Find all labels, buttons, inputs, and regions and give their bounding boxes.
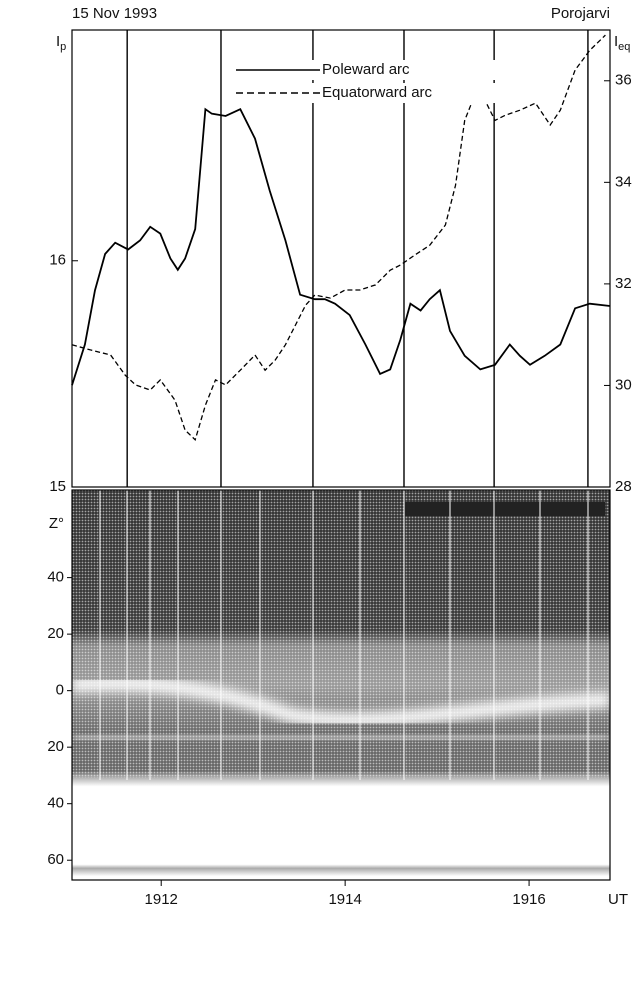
- x-axis-label: UT: [608, 891, 628, 908]
- y-tick-label: 20: [47, 625, 64, 642]
- y2-tick-label: 32: [615, 275, 632, 292]
- series-line: [71, 107, 611, 386]
- y-axis-label: Z°: [49, 515, 64, 532]
- y2-tick-label: 30: [615, 376, 632, 393]
- legend-bg: [232, 60, 532, 80]
- label-main: I: [614, 33, 618, 50]
- x-tick-label: 1914: [328, 891, 361, 908]
- y-tick-label: 20: [47, 738, 64, 755]
- series-line: [71, 34, 606, 442]
- label-sub: p: [60, 41, 66, 53]
- x-tick-label: 1912: [145, 891, 178, 908]
- label-box: [405, 502, 605, 516]
- y-tick-label: 60: [47, 851, 64, 868]
- station-name: Porojarvi: [551, 5, 610, 22]
- left-axis-label: Ip: [56, 33, 66, 53]
- label-sub: eq: [618, 41, 630, 53]
- x-tick-label: 1916: [512, 891, 545, 908]
- y-tick-label: 40: [47, 569, 64, 586]
- bottom-frame: [71, 489, 611, 881]
- y2-tick-label: 34: [615, 173, 632, 190]
- right-axis-label: Ieq: [614, 33, 630, 53]
- legend-label: Equatorward arc: [322, 84, 433, 101]
- legend-label: Poleward arc: [322, 61, 410, 78]
- y-tick-label: 16: [49, 252, 66, 269]
- halftone: [72, 490, 610, 778]
- y-tick-label: 0: [56, 682, 64, 699]
- frame-gaps: [99, 490, 589, 780]
- date-title: 15 Nov 1993: [72, 5, 157, 22]
- y2-tick-label: 28: [615, 478, 632, 495]
- keogram-image: [72, 490, 610, 880]
- label-main: I: [56, 33, 60, 50]
- legend-bg: [232, 83, 532, 103]
- y2-tick-label: 36: [615, 72, 632, 89]
- y-tick-label: 15: [49, 478, 66, 495]
- y-tick-label: 40: [47, 795, 64, 812]
- top-frame: [71, 29, 611, 488]
